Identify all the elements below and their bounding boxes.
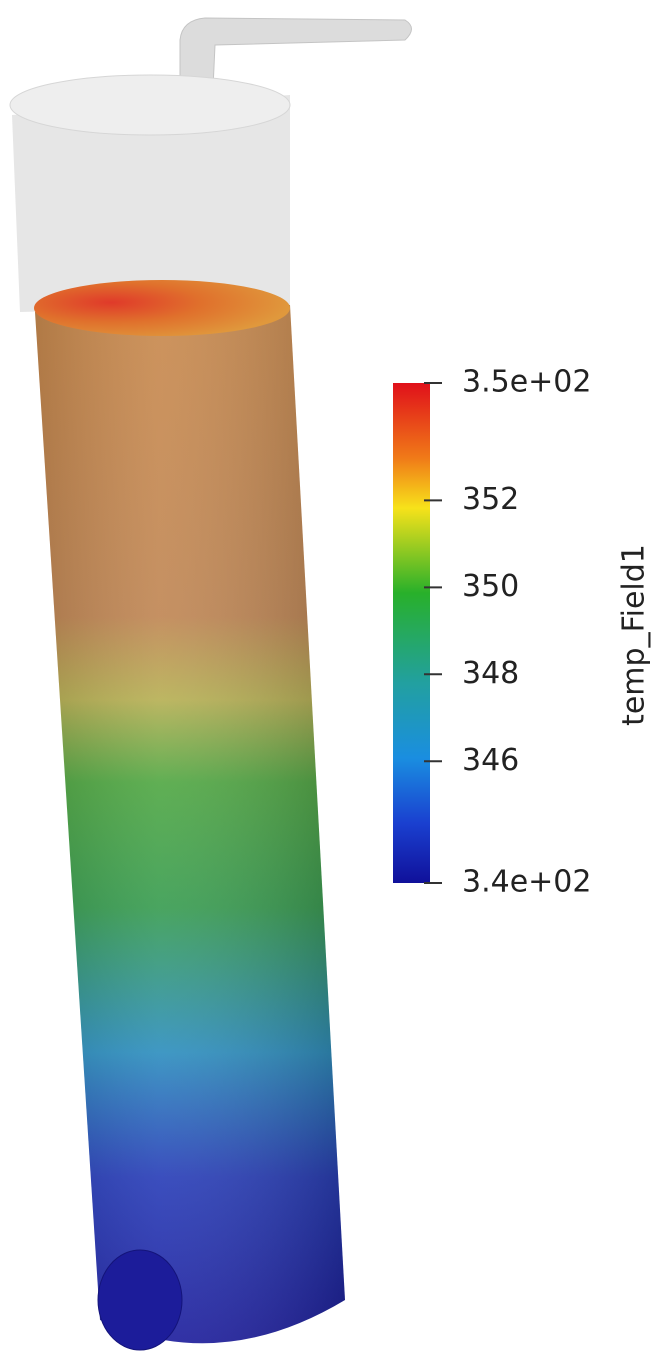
fluid-surface — [34, 280, 290, 336]
outlet-pipe — [179, 17, 412, 111]
column-shading — [35, 305, 345, 1344]
colorbar-title: temp_Field1 — [617, 544, 652, 726]
headspace-top — [9, 74, 291, 136]
vessel — [9, 17, 412, 1351]
tick-label: 346 — [462, 743, 519, 778]
tick-label: 3.5e+02 — [462, 365, 591, 400]
tick-label: 352 — [462, 482, 519, 517]
tick-label: 3.4e+02 — [462, 865, 591, 900]
colorbar — [393, 383, 430, 883]
colorbar-ticks: 3.5e+02 352 350 348 346 3.4e+02 — [424, 365, 591, 900]
inlet-nozzle — [97, 1249, 183, 1351]
headspace — [12, 95, 290, 312]
tick-label: 350 — [462, 569, 519, 604]
tick-label: 348 — [462, 656, 519, 691]
